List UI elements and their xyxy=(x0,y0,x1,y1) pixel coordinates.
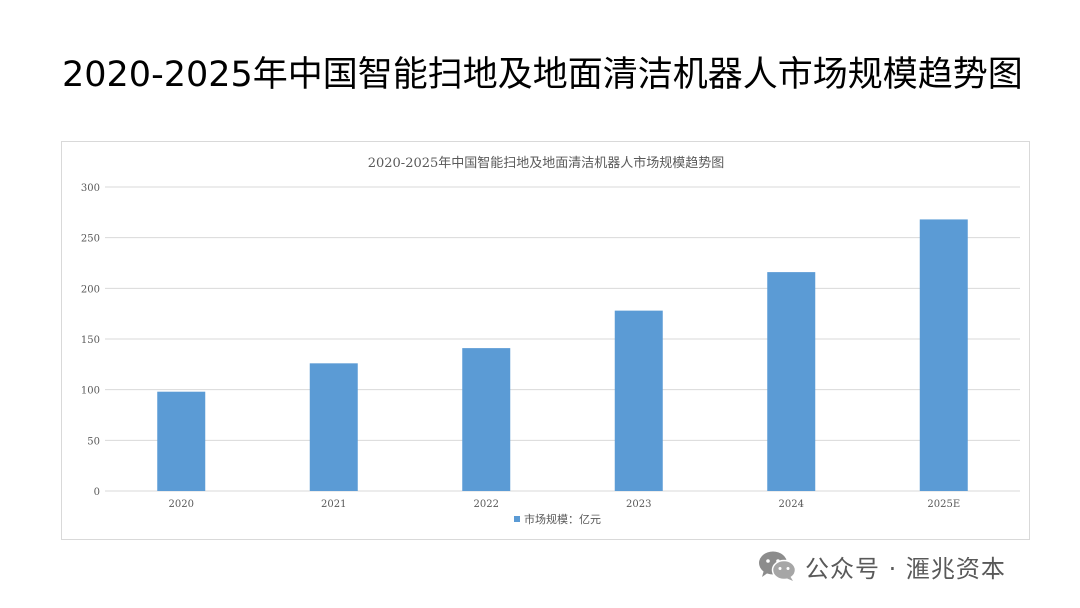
bar-2020 xyxy=(157,391,206,491)
chart-frame: 2020-2025年中国智能扫地及地面清洁机器人市场规模趋势图 0 50 100 15… xyxy=(61,141,1030,540)
x-tick-label: 2021 xyxy=(321,499,346,510)
legend: 市场规模：亿元 xyxy=(514,512,601,526)
watermark: 公众号 · 滙兆资本 xyxy=(757,548,1006,584)
y-tick-label: 150 xyxy=(81,335,100,346)
gridlines xyxy=(105,186,1020,492)
legend-swatch xyxy=(514,516,520,522)
bar-2023 xyxy=(614,310,663,491)
y-tick-label: 100 xyxy=(81,386,100,397)
bar-chart: 2020-2025年中国智能扫地及地面清洁机器人市场规模趋势图 0 50 100 15… xyxy=(81,155,1020,526)
wechat-icon xyxy=(759,551,797,581)
legend-label: 市场规模：亿元 xyxy=(524,512,601,526)
x-tick-label: 2023 xyxy=(626,499,651,510)
bars xyxy=(157,219,968,491)
x-tick-label: 2025E xyxy=(927,499,960,510)
x-tick-label: 2024 xyxy=(779,499,804,510)
y-tick-label: 50 xyxy=(87,436,100,447)
x-tick-label: 2022 xyxy=(474,499,499,510)
x-axis-ticks: 2020 2021 2022 2023 2024 2025E xyxy=(169,499,961,510)
chart-title: 2020-2025年中国智能扫地及地面清洁机器人市场规模趋势图 xyxy=(368,155,725,171)
y-tick-label: 200 xyxy=(81,284,100,295)
bar-2025E xyxy=(919,219,968,491)
y-tick-label: 0 xyxy=(94,487,100,498)
watermark-text: 公众号 · 滙兆资本 xyxy=(805,554,1006,583)
y-tick-label: 250 xyxy=(81,234,100,245)
bar-2024 xyxy=(767,272,816,491)
bar-2021 xyxy=(309,363,358,491)
x-tick-label: 2020 xyxy=(169,499,194,510)
page-title: 2020-2025年中国智能扫地及地面清洁机器人市场规模趋势图 xyxy=(62,55,1023,95)
y-tick-label: 300 xyxy=(81,183,100,194)
bar-2022 xyxy=(462,348,511,491)
y-axis-ticks: 0 50 100 150 200 250 300 xyxy=(81,183,100,498)
